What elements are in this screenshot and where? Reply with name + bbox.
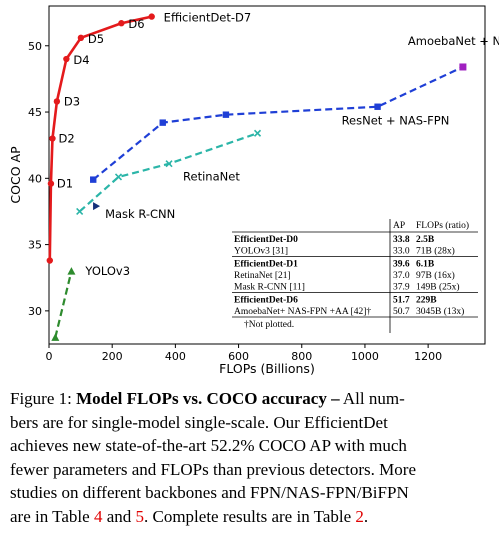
data-point: [222, 111, 230, 118]
table-flops-cell: 149B (25x): [416, 282, 460, 293]
caption-line6-c: . Complete results are in Table: [143, 506, 352, 526]
data-point: [118, 20, 125, 27]
x-tick-label: 200: [102, 350, 123, 363]
y-axis-label: COCO AP: [8, 146, 23, 204]
table-ap-cell: 39.6: [393, 260, 410, 270]
point-label: EfficientDet-D7: [164, 11, 252, 25]
table-ap-cell: 50.7: [393, 307, 410, 317]
series-line-retinanet: [78, 132, 258, 213]
point-label: D5: [88, 32, 104, 46]
x-tick-label: 800: [291, 350, 312, 363]
x-axis-label: FLOPs (Billions): [219, 361, 315, 376]
caption-line6-d: .: [363, 506, 369, 526]
table-model-cell: EfficientDet-D0: [234, 235, 298, 245]
data-point: [49, 135, 56, 142]
table-flops-cell: 229B: [416, 296, 437, 306]
data-point: [374, 103, 381, 110]
table-model-cell: EfficientDet-D6: [234, 296, 298, 306]
point-label: D6: [128, 17, 144, 31]
caption-line2: bers are for single-model single-scale. …: [10, 412, 388, 432]
y-tick-label: 45: [28, 106, 42, 119]
table-flops-cell: 97B (16x): [416, 270, 455, 281]
table-model-cell: YOLOv3 [31]: [234, 247, 288, 257]
plot-frame: [48, 5, 486, 345]
data-point: [148, 13, 155, 20]
table-flops-cell: 71B (28x): [416, 246, 455, 257]
data-point: [76, 207, 84, 216]
data-point: [46, 257, 53, 264]
caption-line1-tail: All num-: [342, 389, 405, 408]
data-point: [93, 202, 101, 211]
series-line-yolov3: [54, 270, 73, 338]
caption-line6-a: are in Table: [10, 506, 90, 526]
table4-link[interactable]: 4: [93, 506, 103, 526]
x-tick-label: 400: [165, 350, 186, 363]
point-label: D2: [58, 132, 74, 146]
data-point: [159, 119, 166, 126]
caption-line5: studies on different backbones and FPN/N…: [10, 483, 409, 502]
point-label: ResNet + NAS-FPN: [342, 114, 450, 128]
table-header-flops: FLOPs (ratio): [416, 220, 469, 231]
figure-caption: Figure 1: Model FLOPs vs. COCO accuracy …: [10, 387, 494, 528]
caption-line6-b: and: [106, 506, 132, 526]
point-label: RetinaNet: [183, 170, 240, 184]
data-point: [253, 129, 262, 137]
data-point: [114, 173, 123, 181]
x-tick-label: 600: [228, 350, 249, 363]
point-label: YOLOv3: [84, 264, 130, 278]
data-point: [53, 98, 61, 105]
table2-link[interactable]: 2: [355, 506, 364, 526]
y-tick-label: 35: [28, 239, 42, 252]
data-point: [90, 176, 97, 183]
table-flops-cell: 6.1B: [416, 260, 435, 270]
table-flops-cell: 3045B (13x): [416, 306, 464, 317]
data-point: [51, 333, 60, 341]
x-tick-label: 1200: [414, 350, 442, 363]
y-tick-label: 40: [28, 172, 42, 185]
point-label: D1: [57, 177, 73, 191]
figure-label: Figure 1:: [10, 389, 72, 408]
data-point: [67, 267, 76, 275]
caption-line4: fewer parameters and FLOPs than previous…: [10, 459, 416, 479]
table-model-cell: RetinaNet [21]: [234, 271, 291, 281]
y-tick-label: 50: [28, 40, 42, 53]
table-ap-cell: 37.9: [393, 283, 410, 293]
flops-vs-ap-chart: 0 200 400 600 800 1000 1200 30 35 40 45 50 D1 D2 D3 D4…: [8, 5, 499, 376]
series-line-resnet-nas-fpn: [92, 65, 464, 181]
table-ap-cell: 33.0: [393, 247, 410, 257]
table5-link[interactable]: 5: [135, 506, 144, 526]
table-header-ap: AP: [393, 221, 405, 231]
x-tick-label: 1000: [351, 350, 379, 363]
point-label: D3: [64, 94, 80, 108]
table-ap-cell: 33.8: [393, 235, 410, 245]
data-point: [47, 180, 55, 187]
table-footnote: †Not plotted.: [244, 320, 294, 330]
data-point: [77, 34, 85, 42]
amoebanet-point: [459, 63, 467, 71]
table-ap-cell: 37.0: [393, 271, 410, 281]
point-label: D4: [73, 53, 89, 67]
caption-line3: achieves new state-of-the-art 52.2% COCO…: [10, 436, 407, 455]
table-model-cell: Mask R-CNN [11]: [234, 283, 305, 293]
series-line-efficientdet: [48, 15, 152, 261]
point-label: AmoebaNet + NAS-FPN + AA: [408, 34, 499, 48]
caption-title: Model FLOPs vs. COCO accuracy –: [76, 389, 340, 408]
table-flops-cell: 2.5B: [416, 235, 435, 245]
data-point: [63, 55, 70, 63]
x-tick-label: 0: [46, 350, 53, 363]
table-ap-cell: 51.7: [393, 296, 410, 306]
data-point: [165, 160, 173, 168]
table-model-cell: EfficientDet-D1: [234, 260, 298, 270]
y-tick-label: 30: [28, 305, 42, 318]
table-model-cell: AmoebaNet+ NAS-FPN +AA [42]†: [234, 307, 371, 317]
point-label: Mask R-CNN: [105, 207, 175, 221]
